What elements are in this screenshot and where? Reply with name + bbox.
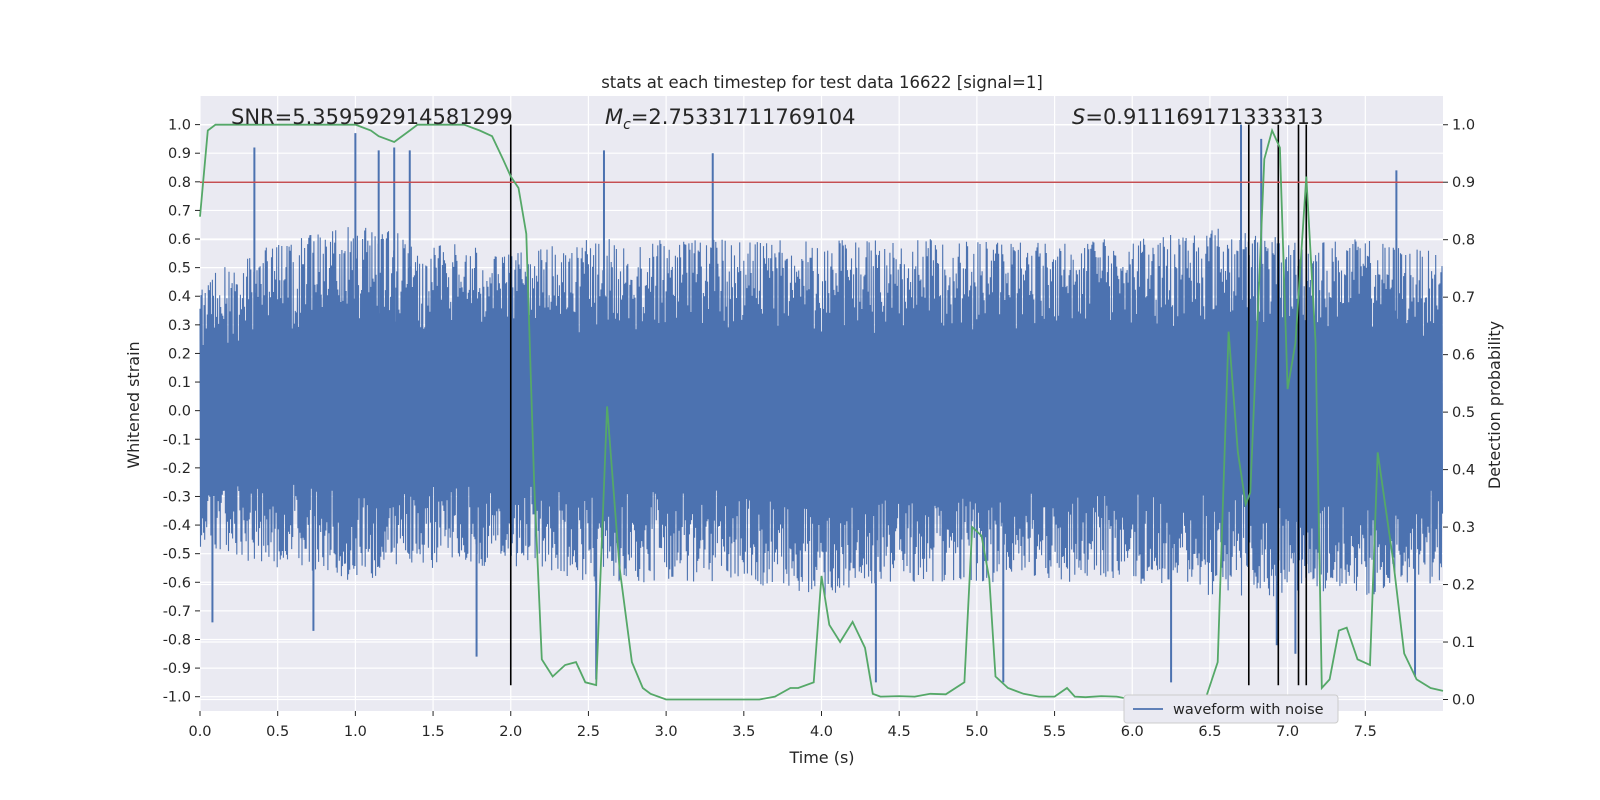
x-tick-label: 3.5 [732, 724, 755, 740]
y-right-tick-label: 0.1 [1452, 635, 1475, 651]
y-right-tick-label: 0.8 [1452, 233, 1475, 249]
legend-label-waveform: waveform with noise [1173, 702, 1324, 718]
y-axis-left: 1.0 0.9 0.8 0.7 0.6 0.5 0.4 0.3 0.2 0.1 0.0 -0.1 -0.… [163, 118, 200, 706]
x-tick-label: 0.5 [266, 724, 289, 740]
x-tick-label: 7.0 [1276, 724, 1299, 740]
x-tick-label: 6.0 [1121, 724, 1144, 740]
y-left-tick-label: 0.6 [168, 232, 191, 248]
x-axis: 0.0 0.5 1.0 1.5 2.0 2.5 3.0 3.5 4.0 4.5 5.0 5.5 6.0 6… [188, 711, 1377, 740]
x-tick-label: 2.0 [499, 724, 522, 740]
y-left-tick-label: -0.3 [163, 489, 191, 505]
y-left-tick-label: 0.2 [168, 346, 191, 362]
chirp-mass-symbol: M [605, 105, 623, 129]
y-left-tick-label: -0.6 [163, 575, 191, 591]
x-tick-label: 3.0 [655, 724, 678, 740]
y-left-tick-label: 1.0 [168, 118, 191, 134]
chart-title: stats at each timestep for test data 166… [601, 73, 1043, 92]
y-left-tick-label: -0.1 [163, 432, 191, 448]
score-value: =0.911169171333313 [1085, 105, 1323, 129]
y-axis-label-right: Detection probability [1485, 321, 1504, 489]
waveform-series [199, 124, 1444, 683]
y-left-tick-label: -0.8 [163, 632, 191, 648]
y-left-tick-label: 0.5 [168, 261, 191, 277]
y-right-tick-label: 0.7 [1452, 290, 1475, 306]
y-right-tick-label: 1.0 [1452, 118, 1475, 134]
y-left-tick-label: -0.7 [163, 604, 191, 620]
x-tick-label: 2.5 [577, 724, 600, 740]
chirp-mass-annotation: Mc=2.75331711769104 [605, 105, 856, 133]
y-left-tick-label: -0.5 [163, 547, 191, 563]
x-tick-label: 4.0 [810, 724, 833, 740]
y-right-tick-label: 0.9 [1452, 175, 1475, 191]
y-left-tick-label: -0.2 [163, 461, 191, 477]
y-left-tick-label: 0.7 [168, 203, 191, 219]
snr-annotation: SNR=5.359592914581299 [231, 105, 513, 129]
y-left-tick-label: 0.4 [168, 289, 191, 305]
y-left-tick-label: -0.4 [163, 518, 191, 534]
legend-box [1123, 694, 1339, 724]
x-tick-label: 5.0 [965, 724, 988, 740]
chirp-mass-subscript: c [623, 117, 631, 133]
score-symbol: S [1072, 105, 1085, 129]
y-right-tick-label: 0.5 [1452, 405, 1475, 421]
y-left-tick-label: 0.0 [168, 404, 191, 420]
y-right-tick-label: 0.3 [1452, 520, 1475, 536]
x-tick-label: 6.5 [1198, 724, 1221, 740]
x-tick-label: 4.5 [888, 724, 911, 740]
chirp-mass-value: =2.75331711769104 [631, 105, 856, 129]
x-tick-label: 0.0 [188, 724, 211, 740]
x-axis-label: Time (s) [788, 748, 854, 767]
y-left-tick-label: 0.1 [168, 375, 191, 391]
y-axis-right: 1.0 0.9 0.8 0.7 0.6 0.5 0.4 0.3 0.2 0.1 0.0 [1443, 118, 1475, 709]
y-left-tick-label: -0.9 [163, 661, 191, 677]
y-right-tick-label: 0.6 [1452, 348, 1475, 364]
y-right-tick-label: 0.2 [1452, 578, 1475, 594]
y-left-tick-label: 0.3 [168, 318, 191, 334]
x-tick-label: 7.5 [1354, 724, 1377, 740]
probability-series [199, 123, 1444, 701]
y-left-tick-label: -1.0 [163, 690, 191, 706]
vertical-markers [509, 124, 1308, 686]
probability-line [199, 123, 1444, 701]
score-annotation: S=0.911169171333313 [1072, 105, 1323, 129]
y-axis-label-left: Whitened strain [124, 341, 143, 468]
x-tick-label: 1.5 [422, 724, 445, 740]
x-tick-label: 5.5 [1043, 724, 1066, 740]
y-right-tick-label: 0.4 [1452, 463, 1475, 479]
y-left-tick-label: 0.9 [168, 146, 191, 162]
x-tick-label: 1.0 [344, 724, 367, 740]
y-right-tick-label: 0.0 [1452, 693, 1475, 709]
waveform-trace [199, 227, 1444, 597]
legend: waveform with noise [1123, 694, 1339, 724]
y-left-tick-label: 0.8 [168, 175, 191, 191]
